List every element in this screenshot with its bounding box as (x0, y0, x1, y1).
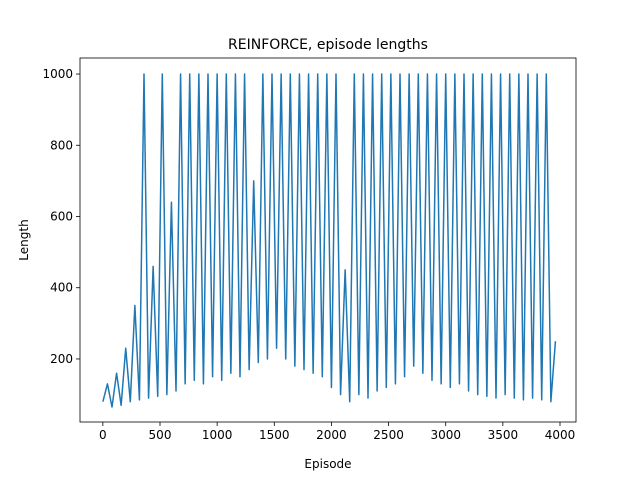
x-tick-label: 3000 (430, 428, 461, 442)
data-line (102, 73, 557, 408)
y-tick-label: 400 (50, 281, 73, 295)
y-tick-label: 600 (50, 209, 73, 223)
chart-title: REINFORCE, episode lengths (228, 37, 428, 53)
x-tick-label: 2500 (373, 428, 404, 442)
x-tick-label: 2000 (316, 428, 347, 442)
x-tick-label: 1000 (202, 428, 233, 442)
y-tick-label: 200 (50, 352, 73, 366)
x-tick-label: 0 (99, 428, 107, 442)
y-tick-label: 1000 (42, 67, 73, 81)
x-tick-label: 4000 (545, 428, 576, 442)
x-axis-label: Episode (304, 457, 351, 471)
y-axis-label: Length (17, 219, 31, 260)
x-tick-label: 500 (149, 428, 172, 442)
axes-frame (79, 57, 577, 423)
x-tick-label: 1500 (259, 428, 290, 442)
x-tick-label: 3500 (488, 428, 519, 442)
y-tick-label: 800 (50, 138, 73, 152)
